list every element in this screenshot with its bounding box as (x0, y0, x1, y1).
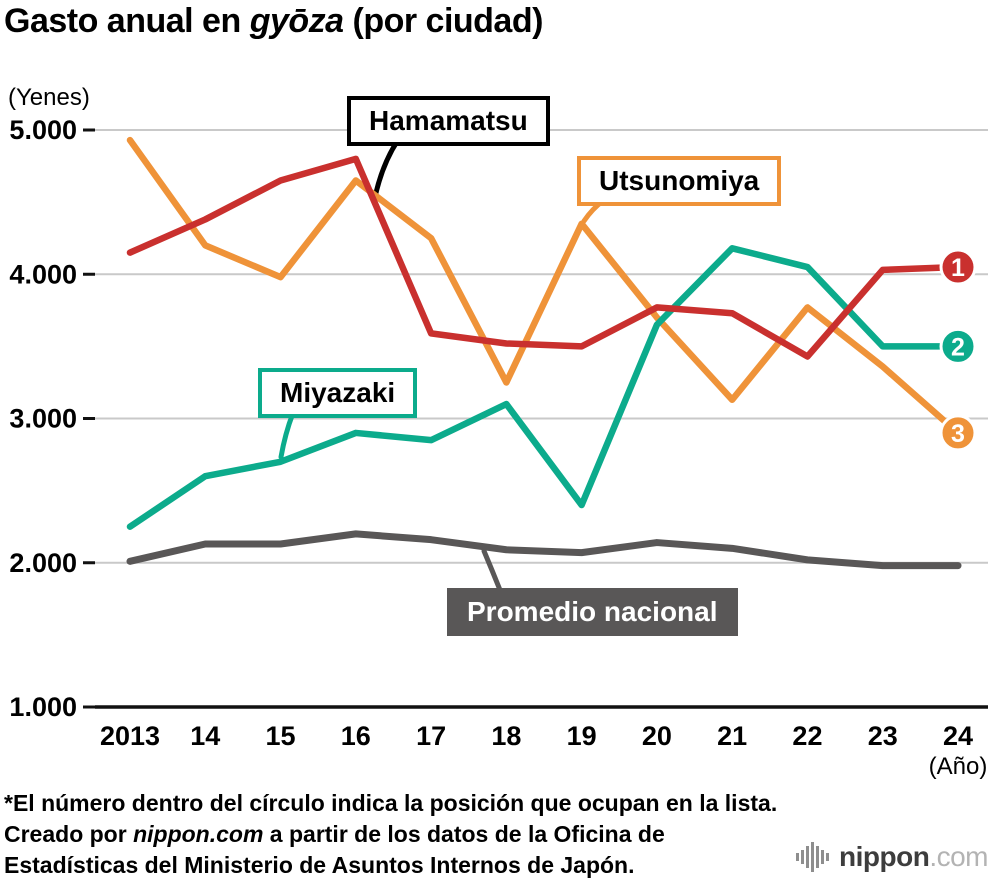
rank-badge-2 (939, 327, 977, 365)
footnote-credit-line1: Creado por nippon.com a partir de los da… (4, 819, 777, 850)
y-tick-label: 5.000 (9, 115, 77, 145)
rank-badge-number: 1 (951, 254, 965, 282)
x-tick-label: 19 (567, 721, 597, 751)
callout-tail (278, 410, 296, 460)
rank-badge-number: 2 (951, 333, 965, 361)
y-tick-label: 2.000 (9, 548, 77, 578)
x-tick-label: 14 (190, 721, 220, 751)
page-title: Gasto anual en gyōza (por ciudad) (4, 2, 543, 41)
x-tick-label: 18 (491, 721, 521, 751)
series-line-promedio-nacional (126, 530, 962, 570)
callout-utsunomiya: Utsunomiya (577, 156, 782, 206)
callout-promedio: Promedio nacional (447, 588, 738, 636)
callout-miyazaki: Miyazaki (258, 368, 418, 418)
callout-tail (371, 137, 401, 205)
footnote-rank-note: *El número dentro del círculo indica la … (4, 790, 778, 816)
y-tick-label: 4.000 (9, 259, 77, 289)
y-tick-label: 3.000 (9, 404, 77, 434)
y-axis-unit-label: (Yenes) (8, 84, 90, 111)
nippon-logo: nippon.com (796, 842, 988, 872)
callout-tail (481, 548, 503, 593)
x-tick-label: 17 (416, 721, 446, 751)
credit-prefix: Creado por (4, 821, 134, 847)
logo-brand: nippon (839, 841, 930, 872)
x-tick-label: 22 (792, 721, 822, 751)
logo-tld: .com (929, 841, 988, 872)
title-prefix: Gasto anual en (4, 2, 250, 40)
callout-hamamatsu: Hamamatsu (347, 96, 550, 146)
x-tick-label: 2013 (100, 721, 160, 751)
footnotes: *El número dentro del círculo indica la … (4, 788, 777, 881)
title-suffix: (por ciudad) (343, 2, 543, 40)
x-tick-label: 15 (266, 721, 296, 751)
x-axis-unit-label: (Año) (928, 753, 988, 780)
series-line-hamamatsu (126, 155, 962, 360)
nippon-logo-bars-icon (796, 842, 830, 872)
credit-suffix: a partir de los datos de la Oficina de (263, 821, 665, 847)
x-tick-label: 23 (868, 721, 898, 751)
series-line-miyazaki (126, 245, 962, 530)
rank-badge-3 (939, 414, 977, 452)
footnote-credit-line2: Estadísticas del Ministerio de Asuntos I… (4, 852, 635, 878)
x-tick-label: 20 (642, 721, 672, 751)
title-italic: gyōza (249, 2, 344, 40)
rank-badge-1 (939, 248, 977, 286)
credit-brand: nippon.com (133, 821, 264, 847)
x-tick-label: 24 (943, 721, 973, 751)
rank-badge-number: 3 (951, 420, 965, 448)
y-tick-label: 1.000 (9, 692, 77, 722)
series-line-utsunomiya (126, 136, 962, 437)
logo-brand-text: nippon.com (839, 843, 988, 871)
x-tick-label: 16 (341, 721, 371, 751)
x-tick-label: 21 (717, 721, 747, 751)
